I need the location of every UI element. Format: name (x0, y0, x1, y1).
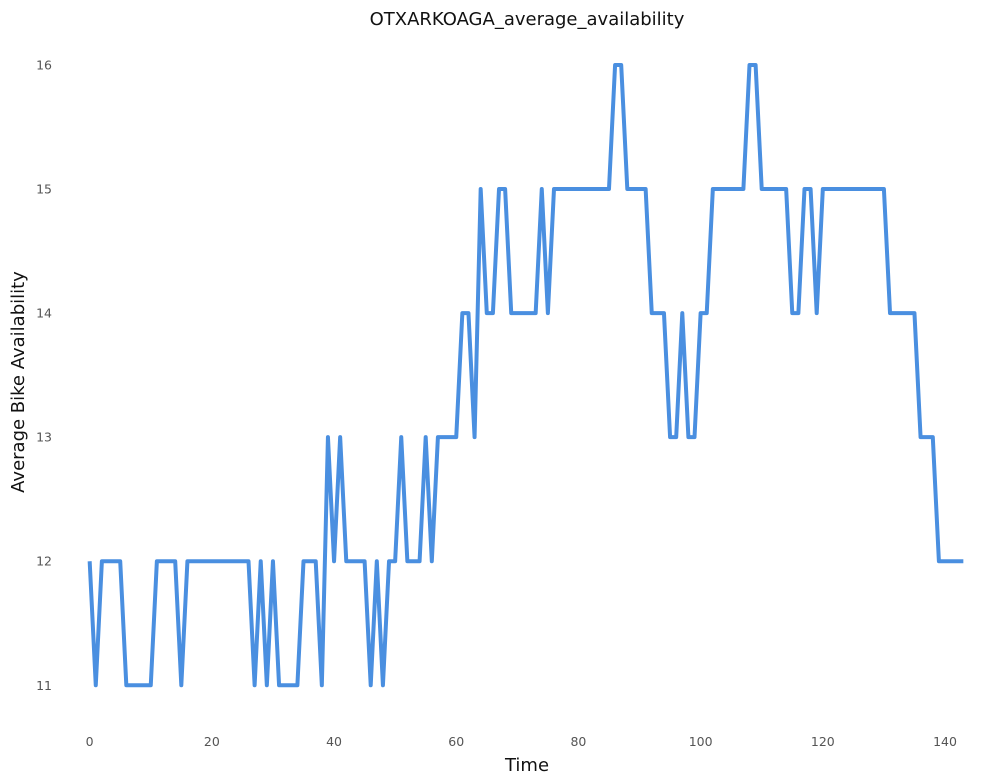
y-tick-label: 12 (36, 554, 52, 569)
chart-title: OTXARKOAGA_average_availability (370, 9, 685, 30)
y-tick-label: 16 (36, 58, 52, 73)
series-line-0 (87, 63, 964, 688)
x-tick-label: 0 (86, 734, 94, 749)
y-tick-label: 15 (36, 182, 52, 197)
x-axis-label: Time (504, 755, 549, 776)
y-axis-label: Average Bike Availability (8, 271, 29, 493)
x-tick-label: 100 (689, 734, 713, 749)
x-tick-label: 120 (811, 734, 835, 749)
x-tick-label: 20 (204, 734, 220, 749)
x-tick-label: 40 (326, 734, 342, 749)
y-tick-label: 13 (36, 430, 52, 445)
y-tick-labels: 11 12 13 14 15 16 (36, 58, 52, 693)
y-tick-label: 11 (36, 678, 52, 693)
x-tick-labels: 0 20 40 60 80 100 120 140 (86, 734, 957, 749)
y-tick-label: 14 (36, 306, 52, 321)
x-tick-label: 80 (570, 734, 586, 749)
x-tick-label: 140 (933, 734, 957, 749)
series-layer (87, 63, 964, 688)
x-tick-label: 60 (448, 734, 464, 749)
